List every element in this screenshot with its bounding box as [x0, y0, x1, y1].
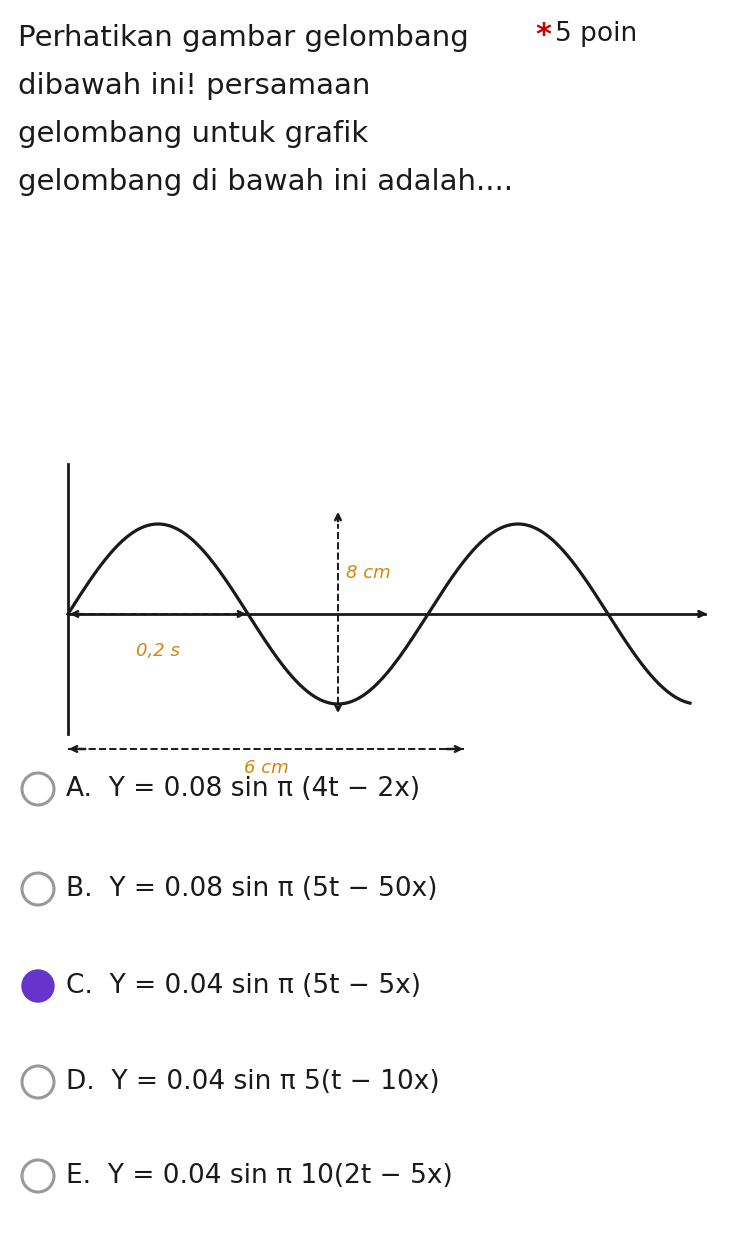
Text: 8 cm: 8 cm: [346, 564, 390, 582]
Circle shape: [30, 979, 46, 995]
Text: gelombang untuk grafik: gelombang untuk grafik: [18, 120, 368, 148]
Text: dibawah ini! persamaan: dibawah ini! persamaan: [18, 72, 370, 100]
Text: 6 cm: 6 cm: [244, 759, 289, 777]
Text: *: *: [535, 21, 551, 51]
Text: A.  Y = 0.08 sin π (4t − 2x): A. Y = 0.08 sin π (4t − 2x): [66, 776, 420, 802]
Text: D.  Y = 0.04 sin π 5(t − 10x): D. Y = 0.04 sin π 5(t − 10x): [66, 1069, 440, 1095]
Text: C.  Y = 0.04 sin π (5t − 5x): C. Y = 0.04 sin π (5t − 5x): [66, 972, 421, 1000]
Text: 5 poin: 5 poin: [555, 21, 637, 47]
Text: Perhatikan gambar gelombang: Perhatikan gambar gelombang: [18, 23, 469, 52]
Circle shape: [22, 970, 54, 1002]
Text: E.  Y = 0.04 sin π 10(2t − 5x): E. Y = 0.04 sin π 10(2t − 5x): [66, 1162, 452, 1190]
Text: gelombang di bawah ini adalah....: gelombang di bawah ini adalah....: [18, 168, 513, 196]
Text: 0,2 s: 0,2 s: [136, 642, 180, 660]
Text: B.  Y = 0.08 sin π (5t − 50x): B. Y = 0.08 sin π (5t − 50x): [66, 876, 438, 902]
Circle shape: [28, 976, 48, 996]
